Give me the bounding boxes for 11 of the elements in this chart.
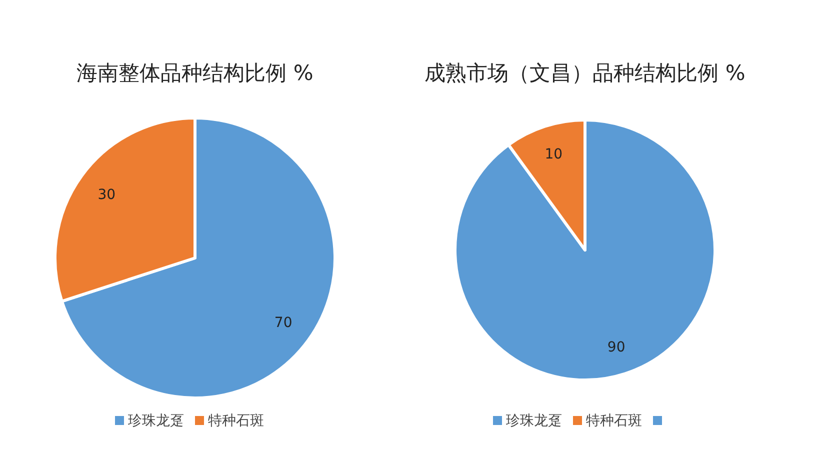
chart-title: 海南整体品种结构比例 %: [76, 61, 314, 85]
legend-label: 特种石斑: [208, 413, 264, 429]
legend-label: 珍珠龙趸: [128, 413, 184, 429]
data-label: 70: [274, 315, 292, 332]
chart-title: 成熟市场（文昌）品种结构比例 %: [424, 61, 746, 85]
data-label: 90: [607, 339, 626, 356]
data-label: 10: [544, 146, 563, 163]
legend-label: 珍珠龙趸: [506, 413, 562, 429]
pie-slice: [454, 118, 716, 382]
legend-label: 特种石斑: [586, 413, 642, 429]
data-label: 30: [98, 186, 116, 203]
